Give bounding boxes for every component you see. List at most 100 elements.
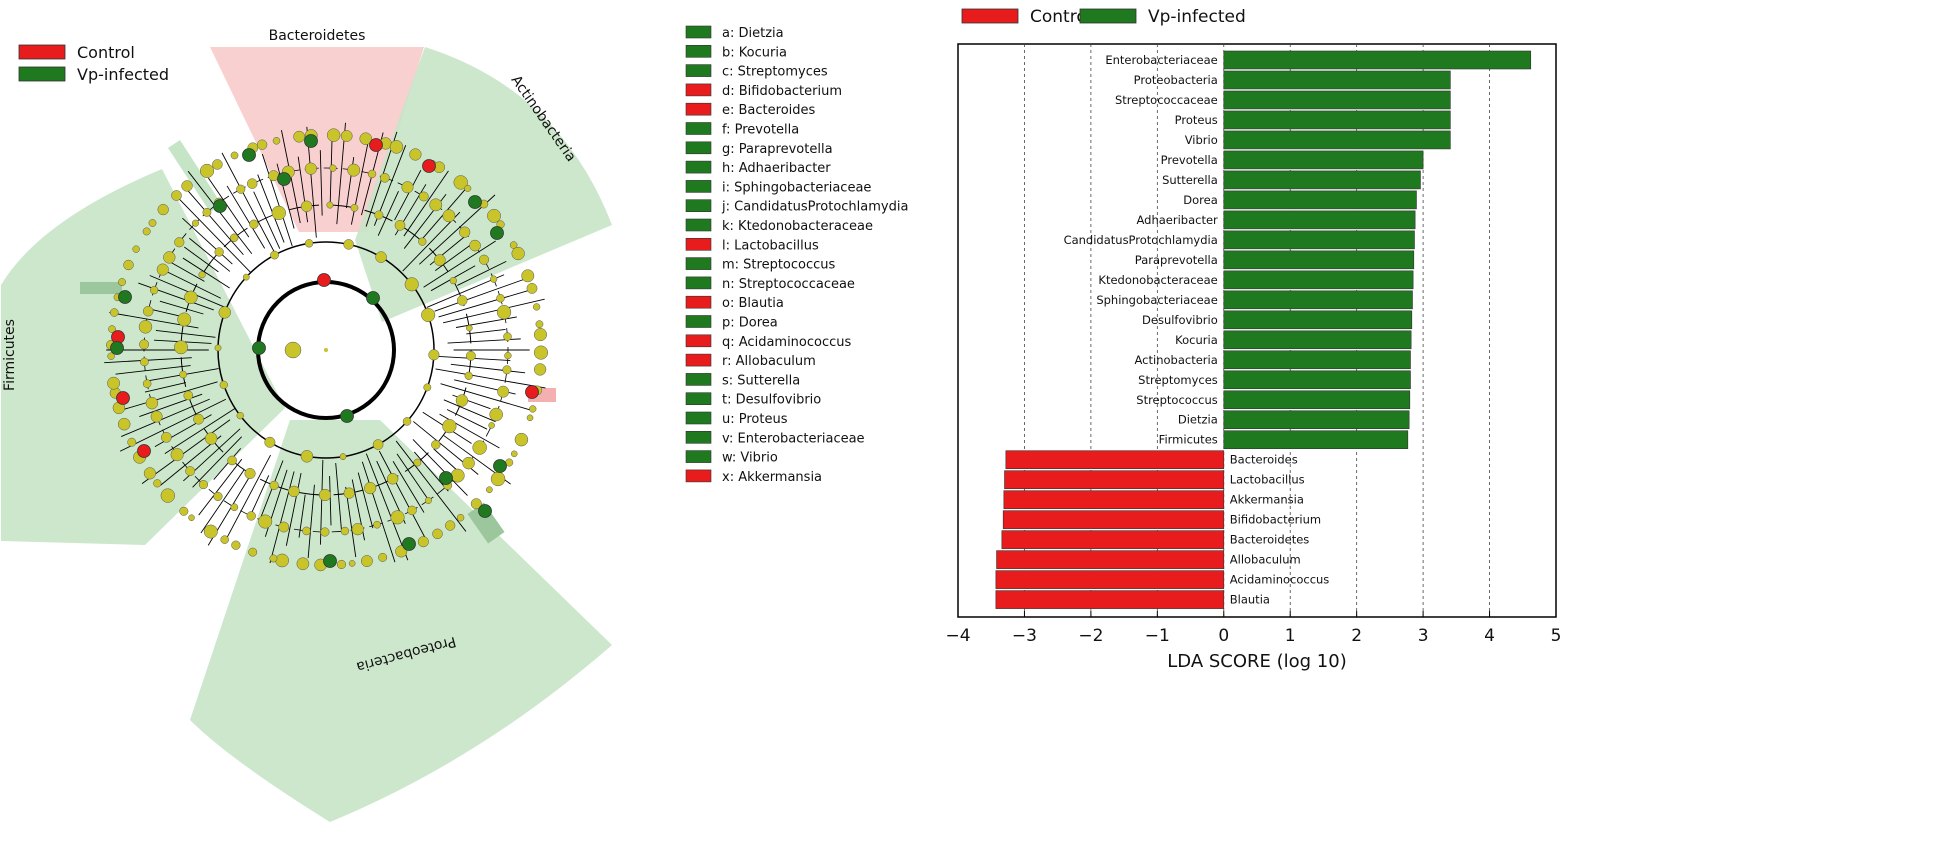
cladogram-node: [469, 239, 481, 252]
cladogram-branch: [159, 300, 204, 315]
cladogram-biomarker-node: [317, 273, 331, 287]
cladogram-biomarker-node: [340, 409, 354, 423]
lda-x-tick-label: −1: [1145, 626, 1170, 646]
cladogram-node: [107, 376, 120, 390]
key-legend-swatch: [685, 180, 712, 193]
cladogram-node: [478, 254, 490, 265]
cladogram-node: [347, 163, 361, 177]
cladogram-branch: [261, 153, 293, 247]
key-legend-swatch: [685, 160, 712, 174]
cladogram-node: [300, 200, 313, 213]
cladogram-biomarker-node: [402, 537, 416, 551]
key-legend-item: l: Lactobacillus: [722, 238, 819, 253]
cladogram-biomarker-node: [137, 444, 151, 458]
lda-bar-label: Enterobacteriaceae: [1105, 53, 1217, 67]
lda-bar: [1223, 50, 1532, 70]
lda-bar: [996, 550, 1225, 569]
lda-x-tick-label: −3: [1012, 626, 1037, 646]
clade-sector-actinobacteria: [355, 47, 612, 322]
cladogram-node: [375, 251, 387, 263]
lda-x-tick-label: −2: [1078, 626, 1103, 646]
clado-legend-control-label: Control: [77, 43, 135, 62]
cladogram-node: [487, 208, 501, 223]
key-legend-swatch: [685, 199, 712, 212]
cladogram-node: [214, 247, 224, 257]
cladogram-branch: [119, 398, 227, 452]
lda-bar: [1223, 430, 1409, 450]
lda-x-axis: −4 −3 −2 −1 0 1 2 3 4 5: [945, 611, 1561, 646]
cladogram-biomarker-node: [439, 471, 453, 485]
cladogram-node: [177, 312, 192, 327]
cladogram-branch: [182, 217, 233, 265]
key-legend-item: u: Proteus: [722, 412, 788, 427]
cladogram-branch: [443, 399, 496, 423]
cladogram-node: [288, 485, 300, 498]
cladogram-node: [533, 363, 547, 376]
cladogram-node: [145, 396, 159, 410]
cladogram-node: [329, 164, 337, 172]
cladogram-branch: [433, 448, 460, 473]
clado-legend-infected-label: Vp-infected: [77, 65, 169, 84]
cladogram-node: [258, 514, 273, 529]
cladogram-node: [424, 496, 432, 504]
cladogram-branch: [434, 279, 524, 312]
cladogram-node: [185, 466, 196, 476]
cladogram-node: [336, 559, 347, 569]
cladogram-node: [456, 513, 465, 522]
key-legend-swatch: [685, 430, 712, 444]
cladogram-branch: [285, 472, 302, 546]
key-legend-swatch: [685, 102, 712, 116]
cladogram-branch: [403, 170, 449, 237]
key-legend-swatch: [685, 64, 712, 77]
cladogram-node: [472, 440, 487, 455]
cladogram-node: [163, 251, 176, 264]
cladogram-node: [269, 554, 278, 563]
cladogram-branch: [378, 450, 428, 542]
cladogram-nodes: [106, 128, 549, 572]
lda-bar: [1001, 530, 1225, 549]
cladogram-node: [148, 219, 157, 227]
cladogram-node: [320, 527, 330, 537]
cladogram-node: [361, 555, 373, 567]
cladogram-node: [271, 205, 286, 221]
cladogram-node: [153, 479, 162, 488]
lda-bar-label: Vibrio: [1185, 133, 1218, 147]
cladogram-branch: [208, 177, 250, 238]
lda-bar-label: Firmicutes: [1159, 433, 1218, 447]
cladogram-branch: [394, 169, 422, 221]
cladogram-node: [171, 190, 182, 201]
key-legend-item: w: Vibrio: [722, 451, 778, 466]
cladogram-node: [227, 455, 237, 466]
cladogram-branch: [345, 486, 357, 558]
lda-bar: [1223, 410, 1410, 430]
key-legend-swatch: [685, 469, 712, 483]
cladogram-biomarker-node: [323, 554, 337, 568]
cladogram-biomarker-node: [369, 138, 383, 152]
cladogram-biomarker-node: [525, 385, 539, 399]
cladogram-biomarker-node: [490, 226, 504, 240]
cladogram-node: [433, 254, 446, 266]
cladogram-node: [293, 130, 306, 143]
cladogram-node: [496, 305, 512, 320]
clado-legend-control-swatch: [18, 44, 66, 60]
key-legend-item: i: Sphingobacteriaceae: [722, 180, 871, 195]
cladogram-node: [402, 417, 412, 426]
cladogram-node: [533, 328, 547, 342]
cladogram-branch: [319, 150, 323, 216]
cladogram-node: [304, 239, 314, 248]
cladogram-branch: [298, 494, 306, 538]
cladogram-node: [380, 172, 390, 183]
key-legend-swatch: [685, 450, 712, 463]
cladogram-node: [179, 370, 187, 379]
cladogram-node: [188, 514, 195, 521]
cladogram-node: [496, 294, 505, 303]
lda-bar-label: Streptococcus: [1136, 393, 1218, 407]
key-legend-swatch: [685, 257, 712, 270]
cladogram-biomarker-node: [478, 504, 492, 518]
key-legend-item: f: Prevotella: [722, 123, 799, 138]
cladogram-branch: [121, 398, 210, 437]
key-legend-item: e: Bacteroides: [722, 103, 816, 118]
lda-bar-label: Dorea: [1183, 193, 1218, 207]
cladogram-biomarker-node: [252, 341, 266, 355]
key-legend-item: h: Adhaeribacter: [722, 161, 831, 176]
